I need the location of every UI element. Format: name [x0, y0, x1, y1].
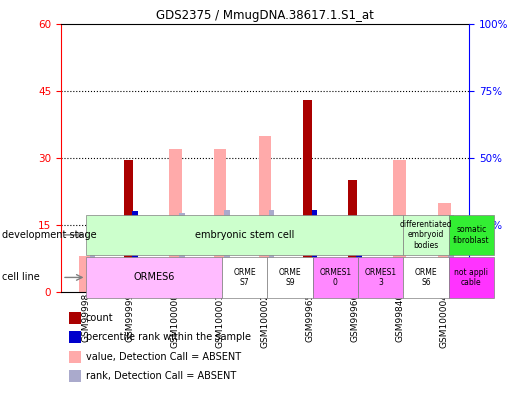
Text: cell line: cell line: [2, 273, 39, 282]
Bar: [393, 160, 406, 292]
Text: ORMES6: ORMES6: [133, 273, 174, 282]
Text: ORME
S6: ORME S6: [414, 268, 437, 287]
Bar: [69, 331, 81, 343]
Bar: [86, 257, 222, 298]
Bar: [90, 253, 95, 292]
Bar: [438, 202, 450, 292]
Bar: [269, 210, 275, 292]
Bar: [267, 257, 313, 298]
Bar: [80, 256, 92, 292]
Bar: [303, 100, 312, 292]
Bar: [357, 220, 362, 292]
Bar: [132, 211, 138, 292]
Bar: [224, 210, 229, 292]
Bar: [348, 180, 357, 292]
Bar: [358, 257, 403, 298]
Bar: [403, 215, 448, 255]
Text: ORME
S7: ORME S7: [233, 268, 256, 287]
Text: ORME
S9: ORME S9: [279, 268, 301, 287]
Text: count: count: [86, 313, 113, 323]
Bar: [123, 160, 132, 292]
Text: not appli
cable: not appli cable: [454, 268, 488, 287]
Bar: [222, 257, 267, 298]
Bar: [69, 370, 81, 382]
Text: differentiated
embryoid
bodies: differentiated embryoid bodies: [400, 220, 452, 250]
Bar: [179, 213, 185, 292]
Title: GDS2375 / MmugDNA.38617.1.S1_at: GDS2375 / MmugDNA.38617.1.S1_at: [156, 9, 374, 22]
Text: value, Detection Call = ABSENT: value, Detection Call = ABSENT: [86, 352, 241, 362]
Bar: [312, 210, 317, 292]
Bar: [403, 257, 448, 298]
Text: embryonic stem cell: embryonic stem cell: [195, 230, 294, 240]
Text: rank, Detection Call = ABSENT: rank, Detection Call = ABSENT: [86, 371, 236, 381]
Bar: [448, 257, 494, 298]
Bar: [448, 215, 494, 255]
Bar: [259, 136, 271, 292]
Bar: [313, 257, 358, 298]
Bar: [69, 312, 81, 324]
Bar: [86, 215, 403, 255]
Bar: [69, 351, 81, 363]
Text: somatic
fibroblast: somatic fibroblast: [453, 225, 490, 245]
Bar: [214, 149, 226, 292]
Bar: [169, 149, 182, 292]
Text: percentile rank within the sample: percentile rank within the sample: [86, 333, 251, 342]
Text: ORMES1
3: ORMES1 3: [365, 268, 396, 287]
Text: ORMES1
0: ORMES1 0: [319, 268, 351, 287]
Text: development stage: development stage: [2, 230, 96, 240]
Bar: [448, 215, 454, 292]
